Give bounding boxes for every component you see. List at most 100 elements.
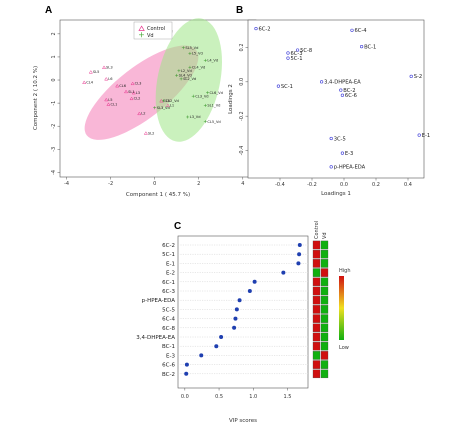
vip-compound-label: p-HPEA-EDA (142, 298, 176, 304)
heatmap-cell (312, 249, 321, 259)
vip-compound-label: 6C-4 (162, 317, 175, 323)
vd-point (206, 91, 210, 95)
heatmap-cell (312, 332, 321, 342)
control-point (102, 65, 107, 69)
heatmap-cell (312, 341, 321, 351)
score-x-tick-label: -2 (108, 181, 113, 187)
control-point-label: L3 (136, 91, 140, 95)
control-point (124, 89, 129, 94)
vip-point (199, 353, 204, 358)
vip-compound-label: 3,4-DHPEA-EA (136, 335, 175, 341)
control-point-label: L6 (108, 77, 113, 81)
vd-point-label: SL2_Vd (183, 77, 196, 81)
vd-point (177, 69, 181, 73)
heatmap-cell (320, 259, 329, 268)
heatmap-cell (320, 341, 329, 351)
loading-point (296, 48, 300, 52)
heatmap-cell (320, 249, 329, 259)
vd-point-label: SL5_Vd (185, 46, 198, 50)
score-y-tick-label: -4 (51, 170, 57, 175)
vip-x-tick-label: 0.5 (215, 394, 223, 400)
score-y-tick-label: -1 (51, 101, 57, 106)
loading-point (329, 136, 333, 141)
loading-point (417, 133, 421, 137)
heatmap-cell (312, 295, 321, 305)
vip-point (234, 307, 239, 312)
heatmap-cell (312, 360, 321, 369)
heatmap-cell (312, 369, 321, 379)
loading-point-label: p-HPEA-EDA (334, 165, 366, 171)
control-point-label: CL6 (119, 84, 127, 88)
vd-point-label: CL6_Vd (210, 91, 223, 95)
vd-point (203, 103, 207, 107)
vd-point-label: SL3_Vd (157, 106, 170, 110)
heatmap-scale-low: Low (339, 345, 349, 351)
vd-point (191, 94, 195, 98)
legend-vd-label: Vd (147, 33, 154, 39)
loading-point-label: 3,4-DHPEA-EA (324, 80, 361, 86)
vd-point-label: SL1_Vd (207, 104, 220, 108)
heatmap-cell (320, 305, 329, 314)
control-point (130, 81, 135, 86)
heatmap-cell (320, 286, 329, 296)
loading-y-tick-label: -0.4 (239, 146, 245, 156)
heatmap-color-scale (339, 276, 344, 340)
loading-x-tick-label: -0.4 (275, 182, 285, 188)
control-point (143, 131, 148, 135)
vip-compound-label: E-3 (166, 353, 175, 359)
vd-point-label: L2_Vd (181, 69, 192, 73)
heatmap-scale-high: High (339, 268, 351, 274)
vip-point (296, 261, 301, 266)
panel-letter-c: C (174, 221, 181, 232)
vd-point (203, 58, 207, 62)
control-point (104, 97, 109, 102)
vd-point (181, 46, 185, 50)
score-y-tick-label: 1 (51, 55, 57, 58)
loading-point-label: 6C-2 (259, 26, 271, 32)
loading-point-label: SC-1 (281, 84, 293, 90)
loading-point-label: BC-2 (343, 88, 355, 94)
score-x-ticks: -4 -2 0 2 4 (64, 177, 244, 187)
vd-point-label: CL2_Vd (166, 99, 179, 103)
vip-heatmap (312, 240, 329, 379)
heatmap-cell (320, 295, 329, 305)
heatmap-cell (320, 332, 329, 342)
control-point (82, 80, 87, 84)
loading-point-label: 5C-8 (300, 48, 312, 54)
score-y-tick-label: -2 (51, 124, 57, 129)
control-point (104, 76, 109, 81)
control-point-label: CL3 (135, 82, 142, 86)
heatmap-cell (320, 268, 329, 277)
loading-x-tick-label: -0.2 (307, 182, 317, 188)
loading-point (409, 74, 413, 78)
vip-x-tick-label: 0.0 (181, 394, 189, 400)
loading-point (360, 45, 364, 49)
loading-point (350, 28, 354, 32)
heatmap-cell (312, 286, 321, 296)
legend-control-label: Control (147, 26, 165, 32)
vip-compound-label: 5C-5 (162, 307, 175, 313)
control-point-label: CL2 (134, 97, 141, 101)
loading-y-tick-label: 0.2 (239, 44, 245, 52)
vip-x-tick-label: 1.5 (283, 394, 291, 400)
heatmap-cell (312, 351, 321, 360)
heatmap-cell (320, 360, 329, 369)
heatmap-cell (320, 240, 329, 250)
vip-point (297, 243, 302, 247)
loading-x-tick-label: 0.0 (340, 182, 348, 188)
legend-control-marker (138, 25, 145, 31)
legend-vd-marker (139, 32, 144, 38)
vip-point (281, 270, 286, 275)
vip-point (252, 279, 257, 284)
vip-compound-label: E-2 (166, 271, 175, 277)
loading-point (286, 56, 290, 60)
score-x-tick-label: 2 (197, 181, 200, 187)
vip-point (233, 316, 238, 321)
loading-point (320, 80, 324, 84)
vip-compound-label: 6C-6 (162, 363, 175, 369)
loading-point-label: BC-1 (364, 44, 376, 50)
score-x-tick-label: 0 (153, 181, 156, 187)
loading-x-label: Loadings 1 (321, 191, 351, 197)
vip-x-ticks: 0.0 0.5 1.0 1.5 (181, 388, 291, 400)
vd-point-label: CL4_Vd (192, 66, 205, 70)
